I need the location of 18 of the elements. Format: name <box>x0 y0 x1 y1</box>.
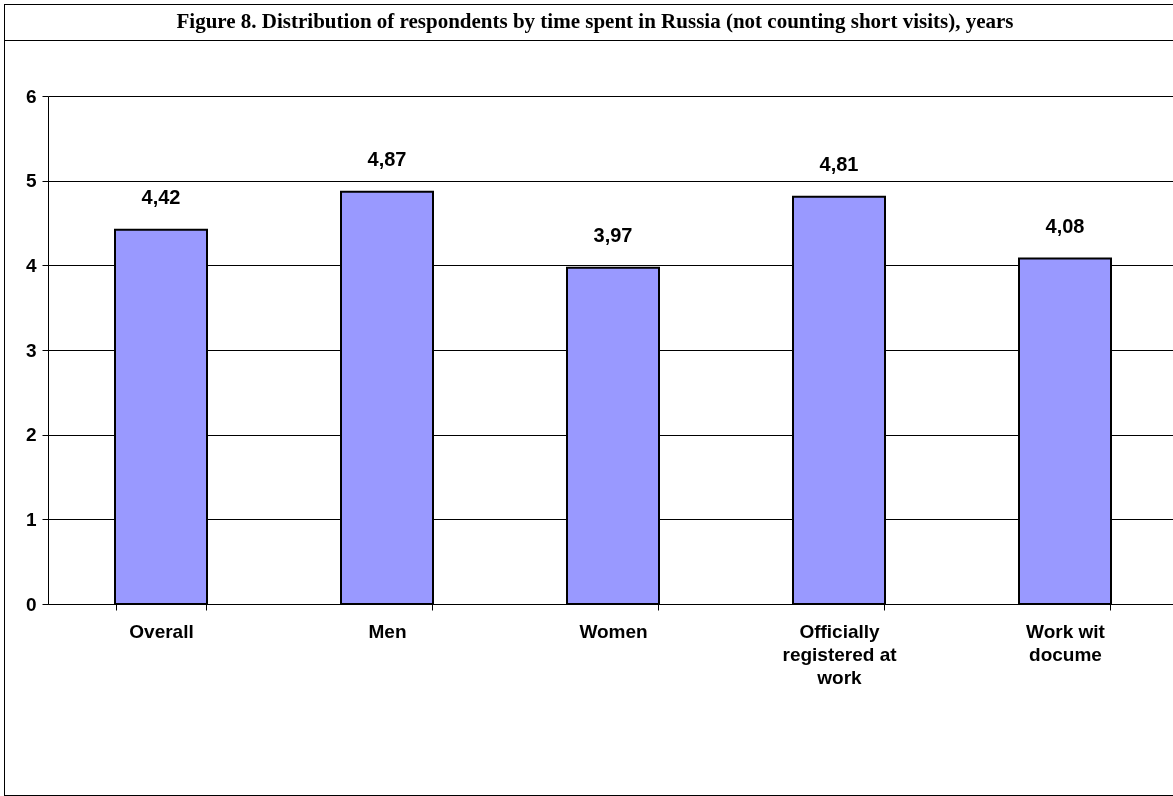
data-label: 4,42 <box>141 185 181 208</box>
x-tick-label: Men <box>368 620 407 642</box>
chart-title: Figure 8. Distribution of respondents by time spent in Russia (not counting short visits), years <box>5 5 1173 41</box>
y-tick-label: 1 <box>25 508 37 530</box>
data-label: 3,97 <box>593 223 633 246</box>
data-label: 4,08 <box>1045 214 1085 237</box>
y-tick-label: 3 <box>25 339 37 361</box>
y-tick-label: 4 <box>25 254 37 276</box>
x-tick-label: Officially registered at work <box>782 620 898 688</box>
x-tick-label: Women <box>579 620 648 642</box>
y-tick-label: 5 <box>25 170 37 192</box>
x-tick-label: Overall <box>129 620 194 642</box>
y-tick-label: 6 <box>25 85 37 107</box>
data-label: 4,81 <box>819 152 859 175</box>
y-tick-label: 2 <box>25 424 37 446</box>
x-tick-label: Work wit docume <box>1026 620 1106 665</box>
data-label: 4,87 <box>367 147 407 170</box>
y-tick-label: 0 <box>25 593 37 615</box>
